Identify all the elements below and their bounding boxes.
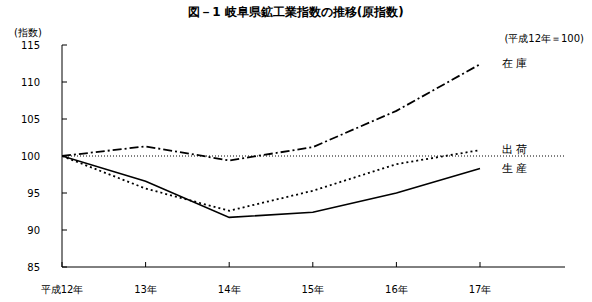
y-tick-label: 100 xyxy=(21,151,40,162)
y-tick-label: 85 xyxy=(27,262,40,273)
x-tick xyxy=(396,262,397,267)
x-tick-label: 平成12年 xyxy=(41,284,84,295)
y-tick-label: 105 xyxy=(21,114,40,125)
y-tick-label: 95 xyxy=(27,188,40,199)
title: 図－1 岐阜県鉱工業指数の推移(原指数) xyxy=(188,5,404,19)
x-tick xyxy=(62,262,63,267)
x-tick xyxy=(145,262,146,267)
y-tick-label: 90 xyxy=(27,225,40,236)
x-tick xyxy=(480,262,481,267)
y-tick xyxy=(62,193,67,194)
y-tick-label: 110 xyxy=(21,77,40,88)
x-axis xyxy=(62,267,565,268)
y-tick-label: 115 xyxy=(21,40,40,51)
x-tick-label: 13年 xyxy=(134,284,157,295)
series-line xyxy=(62,156,480,217)
y-tick xyxy=(62,119,67,120)
x-tick-label: 16年 xyxy=(385,284,408,295)
y-tick xyxy=(62,82,67,83)
series-line xyxy=(62,150,480,211)
series-line xyxy=(62,64,480,160)
x-tick xyxy=(229,262,230,267)
y-axis-label: (指数) xyxy=(14,27,42,38)
x-tick-label: 14年 xyxy=(218,284,241,295)
series-label: 在 庫 xyxy=(502,57,528,70)
chart: 図－1 岐阜県鉱工業指数の推移(原指数) (指数) (平成12年＝100) 85 90 9… xyxy=(0,0,592,302)
series-label: 出 荷 xyxy=(502,143,528,156)
x-tick-label: 17年 xyxy=(469,284,492,295)
y-tick xyxy=(62,45,67,46)
reference-line xyxy=(62,156,565,157)
subtitle: (平成12年＝100) xyxy=(504,33,584,44)
y-tick xyxy=(62,230,67,231)
plot-area xyxy=(62,64,565,217)
series-labels: 在 庫出 荷生 産 xyxy=(502,57,528,174)
series-label: 生 産 xyxy=(502,162,528,175)
x-tick-label: 15年 xyxy=(301,284,324,295)
y-tick xyxy=(62,267,67,268)
x-tick xyxy=(312,262,313,267)
